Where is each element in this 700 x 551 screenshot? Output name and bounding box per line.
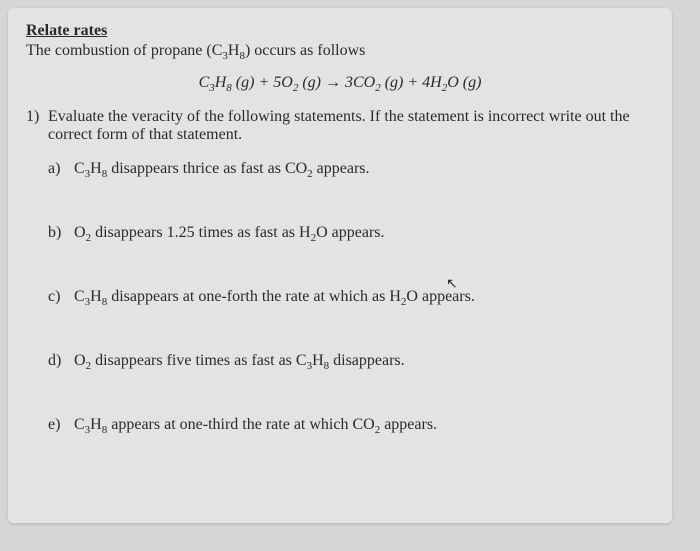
text-fragment: H [312,352,324,369]
text-fragment: C [74,160,85,177]
eq-fragment: 3CO [341,74,375,91]
text-fragment: O [74,224,86,241]
intro-fragment: H [228,42,240,59]
item-content: C3H8 disappears at one-forth the rate at… [74,288,654,306]
section-title: Relate rates [26,22,654,40]
item-content: O2 disappears 1.25 times as fast as H2O … [74,224,654,242]
document-page: Relate rates The combustion of propane (… [8,8,672,523]
item-letter: e) [48,416,74,434]
intro-fragment: The combustion of propane (C [26,42,222,59]
text-fragment: H [90,288,102,305]
text-fragment: H [90,416,102,433]
text-fragment: disappears. [329,352,405,369]
statement-b: b) O2 disappears 1.25 times as fast as H… [48,224,654,242]
statement-e: e) C3H8 appears at one-third the rate at… [48,416,654,434]
text-fragment: O appears. [406,288,474,305]
text-fragment: appears. [313,160,370,177]
item-letter: d) [48,352,74,370]
question-number: 1) [26,108,48,144]
eq-fragment: (g) + 5O [232,74,293,91]
item-content: C3H8 appears at one-third the rate at wh… [74,416,654,434]
statement-a: a) C3H8 disappears thrice as fast as CO2… [48,160,654,178]
question-1: 1) Evaluate the veracity of the followin… [26,108,654,144]
item-letter: c) [48,288,74,306]
text-fragment: disappears 1.25 times as fast as H [91,224,311,241]
item-letter: b) [48,224,74,242]
text-fragment: O [74,352,86,369]
text-fragment: appears at one-third the rate at which C… [107,416,374,433]
item-content: O2 disappears five times as fast as C3H8… [74,352,654,370]
text-fragment: C [74,288,85,305]
text-fragment: C [74,416,85,433]
eq-fragment: (g) [298,74,325,91]
text-fragment: O appears. [316,224,384,241]
text-fragment: disappears at one-forth the rate at whic… [107,288,401,305]
text-fragment: H [90,160,102,177]
statement-d: d) O2 disappears five times as fast as C… [48,352,654,370]
intro-fragment: ) occurs as follows [245,42,365,59]
item-content: C3H8 disappears thrice as fast as CO2 ap… [74,160,654,178]
chemical-equation: C3H8 (g) + 5O2 (g) → 3CO2 (g) + 4H2O (g) [26,74,654,92]
eq-fragment: O (g) [447,74,481,91]
eq-fragment: H [215,74,227,91]
eq-fragment: (g) + 4H [381,74,442,91]
text-fragment: appears. [380,416,437,433]
arrow-icon: → [325,74,341,91]
item-letter: a) [48,160,74,178]
text-fragment: disappears five times as fast as C [91,352,307,369]
question-text: Evaluate the veracity of the following s… [48,108,654,144]
text-fragment: disappears thrice as fast as CO [107,160,307,177]
eq-fragment: C [199,74,210,91]
statement-c: c) C3H8 disappears at one-forth the rate… [48,288,654,306]
intro-text: The combustion of propane (C3H8) occurs … [26,42,654,60]
